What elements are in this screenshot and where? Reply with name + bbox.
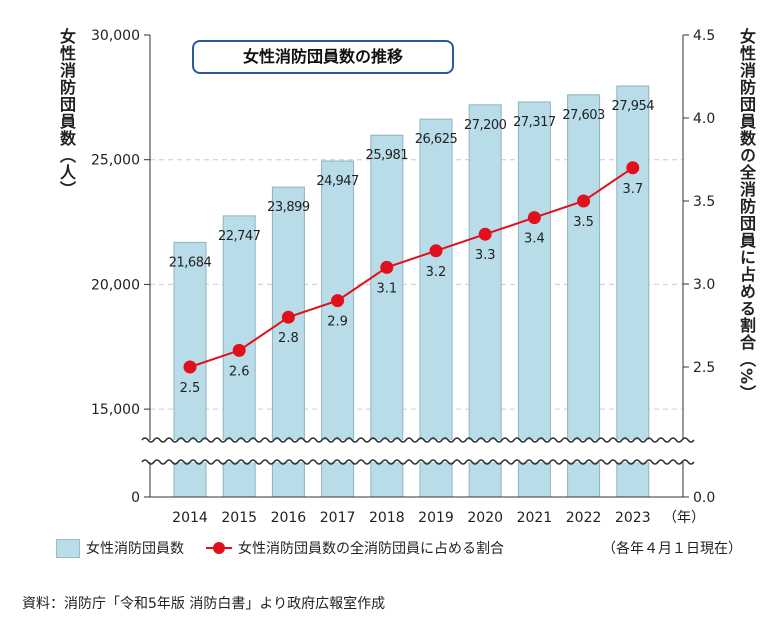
x-tick-label: 2019 [418, 510, 454, 526]
x-tick-label: 2014 [172, 510, 208, 526]
ratio-value-label: 3.1 [376, 281, 397, 296]
x-tick-label: 2016 [271, 510, 307, 526]
bar-value-label: 26,625 [415, 132, 458, 147]
bar-value-label: 22,747 [218, 229, 261, 244]
bar [468, 104, 502, 498]
ratio-value-label: 2.9 [327, 315, 348, 330]
right-axis-label: 女性消防団員数の全消防団員に占める割合（%） [737, 28, 756, 403]
left-axis-label: 女性消防団員数（人） [57, 28, 76, 198]
bar-value-label: 27,954 [612, 99, 655, 114]
bar-value-label: 27,200 [464, 118, 507, 133]
bar [517, 101, 551, 498]
legend: 女性消防団員数 女性消防団員数の全消防団員に占める割合 （各年４月１日現在） [56, 538, 756, 558]
axis-break-line [141, 437, 695, 443]
ratio-point [380, 260, 394, 274]
ratio-value-label: 2.6 [229, 364, 250, 379]
chart-title: 女性消防団員数の推移 [192, 40, 454, 74]
bar-value-label: 24,947 [316, 174, 359, 189]
ratio-value-label: 3.2 [426, 265, 447, 280]
ratio-point [183, 360, 197, 374]
x-tick-label: 2020 [467, 510, 503, 526]
bar-value-label: 21,684 [169, 255, 212, 270]
x-tick-label: 2022 [566, 510, 602, 526]
bar-value-label: 23,899 [267, 200, 310, 215]
ratio-point [281, 310, 295, 324]
left-tick-label: 20,000 [91, 277, 140, 293]
ratio-value-label: 2.5 [180, 381, 201, 396]
legend-bar-swatch [56, 538, 80, 558]
ratio-value-label: 3.5 [573, 215, 594, 230]
x-tick-label: 2015 [221, 510, 257, 526]
x-unit-label: （年） [663, 510, 705, 526]
right-tick-label: 4.0 [693, 111, 715, 127]
right-tick-label: 4.5 [693, 28, 715, 44]
ratio-point [577, 194, 591, 208]
bar [616, 85, 650, 498]
left-tick-label: 15,000 [91, 402, 140, 418]
ratio-point [429, 244, 443, 258]
x-tick-label: 2021 [517, 510, 553, 526]
axis-break-gap [140, 440, 693, 462]
legend-bar-label: 女性消防団員数 [86, 541, 184, 557]
left-tick-label: 0 [131, 490, 140, 506]
ratio-value-label: 3.3 [475, 248, 496, 263]
right-tick-label: 2.5 [693, 360, 715, 376]
x-tick-label: 2018 [369, 510, 405, 526]
x-tick-label: 2023 [615, 510, 651, 526]
x-tick-label: 2017 [320, 510, 356, 526]
bar-value-label: 25,981 [366, 148, 409, 163]
left-tick-label: 30,000 [91, 28, 140, 44]
right-tick-label: 0.0 [693, 490, 715, 506]
ratio-point [527, 211, 541, 225]
right-tick-label: 3.5 [693, 194, 715, 210]
bar-value-label: 27,603 [562, 108, 605, 123]
bar [567, 94, 601, 498]
bar-value-label: 27,317 [513, 115, 556, 130]
legend-line-swatch [206, 541, 232, 555]
bar [419, 118, 453, 498]
ratio-line [189, 166, 634, 368]
ratio-point [478, 227, 492, 241]
ratio-point [232, 343, 246, 357]
left-tick-label: 25,000 [91, 153, 140, 169]
axis-break-line [141, 459, 695, 465]
ratio-value-label: 2.8 [278, 331, 299, 346]
right-tick-label: 3.0 [693, 277, 715, 293]
date-note: （各年４月１日現在） [602, 541, 742, 557]
ratio-value-label: 3.4 [524, 232, 545, 247]
source-note: 資料：消防庁「令和5年版 消防白書」より政府広報室作成 [22, 596, 386, 612]
ratio-point [626, 161, 640, 175]
ratio-point [331, 294, 345, 308]
ratio-value-label: 3.7 [622, 182, 643, 197]
bar [370, 134, 404, 498]
legend-line-label: 女性消防団員数の全消防団員に占める割合 [238, 541, 504, 557]
